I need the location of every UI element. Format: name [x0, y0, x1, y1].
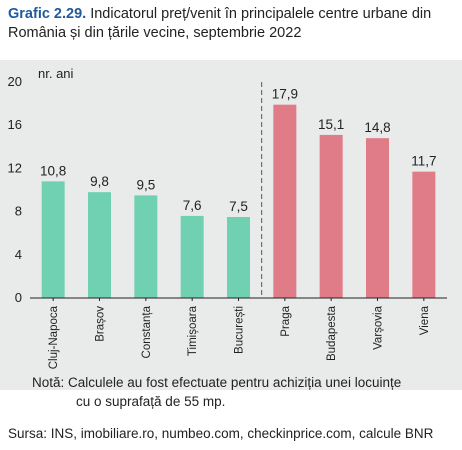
- bar-chart: nr. ani 0 4 8 12 16 20 10,8 9,8 9,5 7,6 7,5 17,9 15…: [8, 66, 447, 369]
- bar: [180, 215, 204, 298]
- x-tick-label: București: [234, 306, 246, 354]
- bar: [88, 192, 111, 298]
- bar: [227, 217, 250, 298]
- note: Notă: Calculele au fost efectuate pentru…: [32, 373, 457, 411]
- bar: [366, 138, 389, 298]
- bar: [319, 134, 343, 298]
- data-label: 7,5: [229, 199, 248, 214]
- data-label: 17,9: [272, 87, 298, 102]
- data-label: 9,5: [136, 177, 155, 192]
- y-tick-label: 0: [15, 290, 22, 305]
- chart-title: Grafic 2.29. Indicatorul preț/venit în p…: [8, 5, 456, 43]
- y-tick-label: 4: [15, 247, 22, 262]
- y-axis: 0 4 8 12 16 20: [8, 74, 22, 305]
- y-axis-label: nr. ani: [38, 66, 74, 81]
- x-axis: [30, 82, 447, 301]
- bar: [273, 104, 297, 299]
- y-tick-label: 8: [15, 204, 22, 219]
- data-label: 10,8: [40, 163, 66, 178]
- x-axis-labels: Cluj-Napoca Brașov Constanța Timișoara Bucur…: [48, 305, 431, 369]
- x-tick-label: Timișoara: [187, 305, 199, 356]
- y-tick-label: 12: [8, 160, 22, 175]
- y-tick-label: 20: [8, 74, 22, 89]
- data-label: 14,8: [364, 120, 390, 135]
- data-label: 7,6: [183, 198, 202, 213]
- x-tick-label: Varșovia: [373, 305, 385, 349]
- value-labels: 10,8 9,8 9,5 7,6 7,5 17,9 15,1 14,8 11,7: [40, 87, 436, 214]
- bar: [134, 195, 158, 298]
- source: Sursa: INS, imobiliare.ro, numbeo.com, c…: [8, 426, 434, 441]
- y-tick-label: 16: [8, 117, 22, 132]
- bar: [41, 181, 65, 298]
- data-label: 9,8: [90, 174, 109, 189]
- note-line-1: Notă: Calculele au fost efectuate pentru…: [32, 375, 402, 390]
- x-tick-label: Cluj-Napoca: [48, 305, 60, 369]
- x-tick-label: Brașov: [95, 306, 107, 342]
- x-tick-label: Viena: [419, 305, 431, 335]
- x-tick-label: Praga: [280, 305, 292, 336]
- data-label: 15,1: [318, 117, 344, 132]
- note-line-2: cu o suprafață de 55 mp.: [76, 394, 226, 409]
- data-label: 11,7: [411, 154, 436, 169]
- x-tick-label: Budapesta: [326, 305, 338, 361]
- chart-title-number: Grafic 2.29.: [8, 6, 87, 22]
- bar: [412, 171, 436, 298]
- chart-title-text: Indicatorul preț/venit în principalele c…: [8, 6, 432, 41]
- bars: [41, 104, 436, 299]
- x-tick-label: Constanța: [141, 305, 153, 358]
